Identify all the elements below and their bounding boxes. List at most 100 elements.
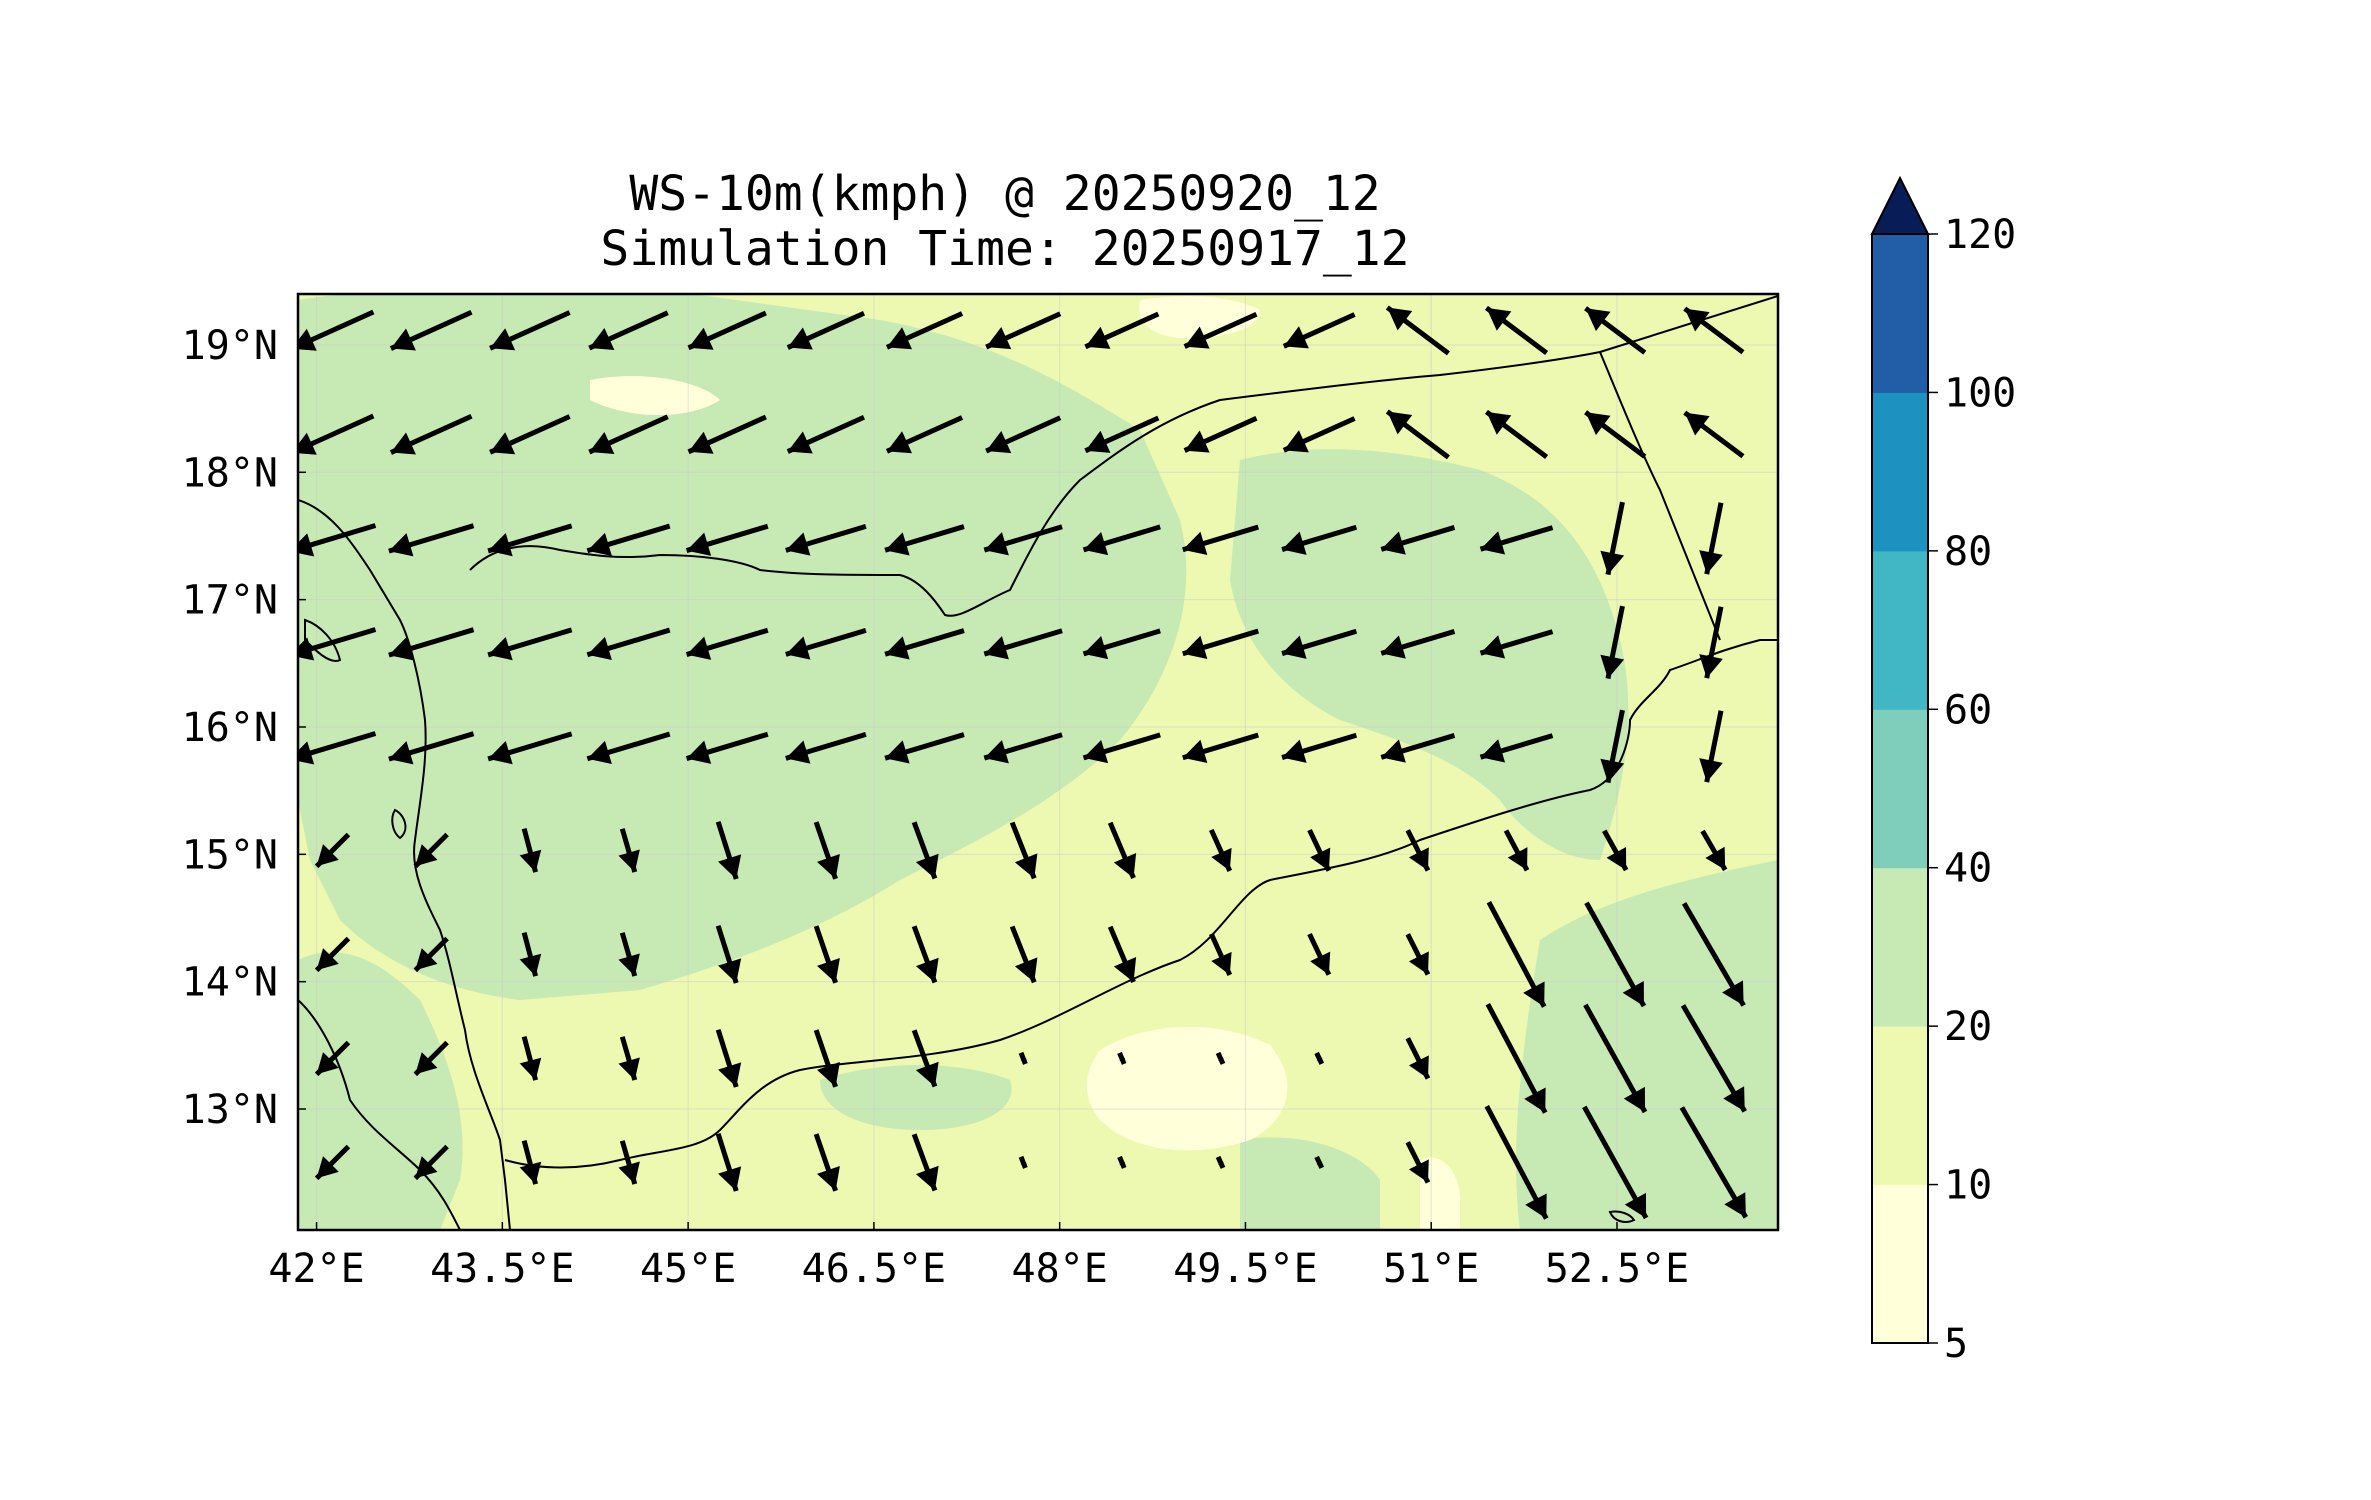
calm-region <box>590 376 720 415</box>
wind-vector <box>1584 410 1647 459</box>
calm-region <box>1420 1157 1460 1230</box>
wind-vector <box>785 731 867 764</box>
wind-vector <box>1281 524 1358 555</box>
wind-vector <box>813 925 840 984</box>
wind-vector <box>985 311 1062 350</box>
wind-vector <box>586 731 671 765</box>
wind-vector <box>314 1144 351 1181</box>
colorbar-label: 40 <box>1944 846 1992 892</box>
wind-vector <box>1380 629 1456 659</box>
wind-vector <box>813 1133 840 1192</box>
wind-vector <box>1699 502 1724 575</box>
wind-speed-contours <box>298 294 1778 1230</box>
wind-vector <box>1479 525 1554 555</box>
wind-vector <box>1009 821 1038 880</box>
wind-vector <box>983 732 1063 764</box>
lat-tick-label: 17°N <box>182 578 278 624</box>
wind-vector <box>1281 732 1358 763</box>
wind-vector <box>911 1029 939 1088</box>
lon-tick-label: 45°E <box>640 1246 736 1292</box>
wind-vector <box>1281 628 1358 659</box>
wind-vector <box>489 310 571 351</box>
wind-vector <box>586 627 671 661</box>
wind-vector <box>298 413 375 455</box>
wind-vector <box>1282 312 1356 349</box>
map-frame <box>296 292 1780 1232</box>
latitude-ticks: 19°N 18°N 17°N 16°N 15°N 14°N 13°N <box>182 323 306 1133</box>
wind-vector <box>487 731 573 765</box>
wind-vector <box>388 523 475 557</box>
wind-vector <box>1485 1003 1548 1114</box>
wind-vector <box>687 310 767 351</box>
wind-vector <box>413 832 449 869</box>
wind-vector <box>1385 305 1450 356</box>
wind-vector <box>1405 1141 1431 1184</box>
wind-vector <box>1009 925 1038 984</box>
wind-vector <box>413 1144 449 1181</box>
wind-vector <box>1602 829 1629 872</box>
coastline-red-sea <box>298 499 511 1230</box>
wind-vector <box>588 414 669 455</box>
border-yemen-oman <box>1599 351 1721 641</box>
wind-vector <box>388 627 475 661</box>
wind-vector <box>1681 902 1746 1007</box>
wind-vector <box>413 1040 449 1077</box>
wind-vector <box>519 1036 542 1081</box>
wind-vector <box>618 932 640 977</box>
wind-vector <box>911 821 939 880</box>
calm-region <box>1086 1026 1288 1151</box>
colorbar-segment <box>1872 867 1928 1027</box>
wind-vector <box>1405 933 1431 976</box>
lon-tick-label: 43.5°E <box>430 1246 575 1292</box>
wind-vector <box>885 415 964 454</box>
wind-vector <box>1107 925 1137 984</box>
wind-vector <box>1183 415 1258 453</box>
contour-region <box>820 1065 1012 1130</box>
wind-vector <box>1584 901 1647 1008</box>
wind-vector <box>1209 828 1233 872</box>
colorbar-label: 20 <box>1944 1004 1992 1050</box>
wind-vectors <box>298 305 1749 1220</box>
colorbar-extend-arrow <box>1870 175 1930 235</box>
wind-vector <box>1215 1051 1226 1065</box>
colorbar-segment <box>1872 550 1928 710</box>
wind-vector <box>715 1133 742 1192</box>
wind-vector <box>1683 410 1745 459</box>
contour-region <box>1230 449 1629 860</box>
wind-vector <box>1600 709 1625 784</box>
colorbar: 5 10 20 40 60 80 100 120 <box>1870 175 2016 1367</box>
gridlines <box>298 294 1778 1230</box>
wind-vector <box>389 309 473 351</box>
wind-vector <box>314 832 351 869</box>
wind-vector <box>1679 1106 1749 1219</box>
wind-vector <box>1107 821 1137 880</box>
colorbar-segment <box>1872 234 1928 393</box>
wind-vector <box>1084 415 1160 454</box>
wind-vector <box>1307 933 1332 976</box>
wind-vector <box>586 523 671 557</box>
island <box>1608 1210 1636 1223</box>
wind-vector <box>813 821 840 880</box>
wind-vector <box>911 1133 939 1192</box>
wind-vector <box>1182 524 1259 555</box>
wind-vector <box>1182 732 1259 763</box>
wind-vector <box>1600 605 1625 680</box>
wind-vector <box>1018 1051 1028 1065</box>
wind-vector <box>884 628 965 660</box>
wind-vector <box>785 627 867 660</box>
wind-vector <box>1584 306 1647 355</box>
wind-vector <box>1380 733 1456 763</box>
colorbar-segment <box>1872 709 1928 869</box>
wind-vector <box>487 627 573 661</box>
wind-vector <box>1503 829 1530 872</box>
lat-tick-label: 13°N <box>182 1087 278 1133</box>
lon-tick-label: 52.5°E <box>1545 1246 1690 1292</box>
colorbar-label: 60 <box>1944 687 1992 733</box>
wind-vector <box>388 731 475 765</box>
wind-vector <box>715 925 742 984</box>
borders <box>298 295 1778 1230</box>
colorbar-frame <box>1871 233 1929 1344</box>
island <box>304 618 342 662</box>
wind-vector <box>785 523 867 556</box>
wind-vector <box>685 523 769 556</box>
